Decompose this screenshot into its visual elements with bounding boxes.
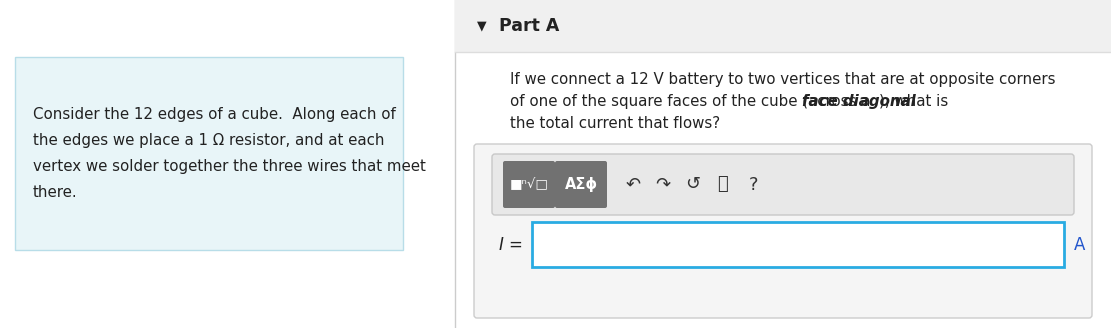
Text: of one of the square faces of the cube (across a: of one of the square faces of the cube (…	[510, 94, 875, 109]
Text: If we connect a 12 V battery to two vertices that are at opposite corners: If we connect a 12 V battery to two vert…	[510, 72, 1055, 87]
FancyBboxPatch shape	[492, 154, 1074, 215]
Text: ⌹: ⌹	[718, 175, 729, 194]
Text: ↷: ↷	[655, 175, 671, 194]
FancyBboxPatch shape	[456, 0, 1111, 52]
Text: ▼: ▼	[477, 19, 487, 32]
Text: face diagonal: face diagonal	[801, 94, 915, 109]
Text: Consider the 12 edges of a cube.  Along each of: Consider the 12 edges of a cube. Along e…	[33, 107, 396, 122]
Text: ↺: ↺	[685, 175, 701, 194]
Text: A: A	[1074, 236, 1085, 254]
Text: ↶: ↶	[625, 175, 641, 194]
FancyBboxPatch shape	[556, 161, 607, 208]
Text: $I$ =: $I$ =	[498, 236, 522, 254]
FancyBboxPatch shape	[532, 222, 1064, 267]
Text: ■ⁿ√□: ■ⁿ√□	[510, 178, 549, 191]
Text: there.: there.	[33, 185, 78, 200]
Text: the total current that flows?: the total current that flows?	[510, 116, 720, 131]
FancyBboxPatch shape	[16, 57, 403, 250]
FancyBboxPatch shape	[503, 161, 556, 208]
Text: AΣϕ: AΣϕ	[564, 177, 598, 192]
Text: ), what is: ), what is	[879, 94, 948, 109]
Text: ?: ?	[748, 175, 758, 194]
Text: vertex we solder together the three wires that meet: vertex we solder together the three wire…	[33, 159, 426, 174]
Text: Part A: Part A	[499, 17, 559, 35]
FancyBboxPatch shape	[474, 144, 1092, 318]
Text: the edges we place a 1 Ω resistor, and at each: the edges we place a 1 Ω resistor, and a…	[33, 133, 384, 148]
